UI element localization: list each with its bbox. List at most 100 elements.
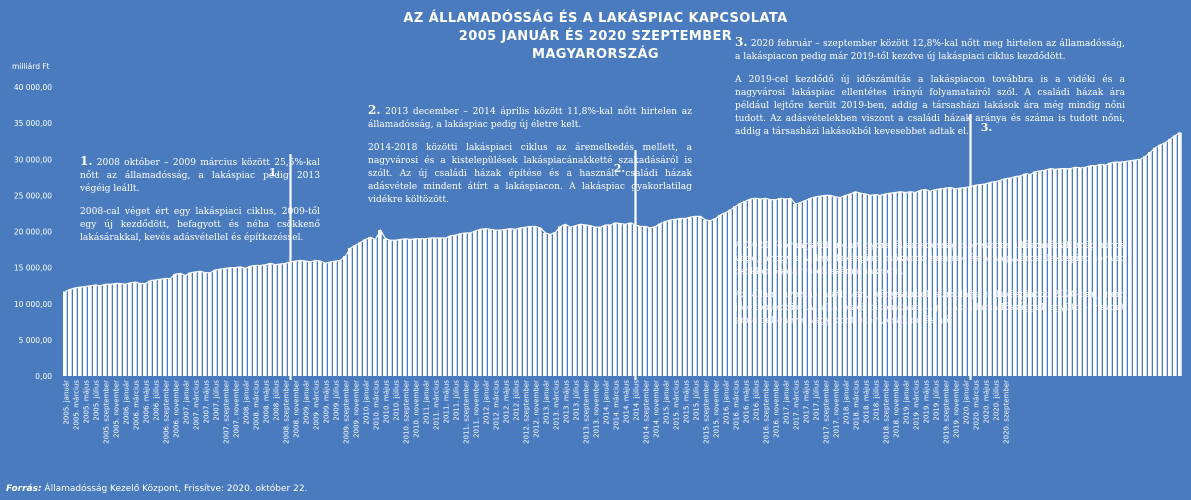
bar (348, 248, 352, 376)
y-axis-unit-label: milliárd Ft (12, 62, 50, 71)
x-tick-label: 2005. május (83, 380, 91, 424)
bar (1038, 170, 1042, 376)
bar (493, 230, 497, 376)
bar (383, 238, 387, 376)
bar (638, 226, 642, 376)
bar (343, 256, 347, 376)
bar (443, 238, 447, 376)
bar (653, 226, 657, 376)
bar (508, 228, 512, 376)
bar (398, 239, 402, 376)
bar (453, 235, 457, 376)
bar (113, 283, 117, 376)
bar (563, 224, 567, 376)
x-tick-label: 2005. január (63, 380, 71, 425)
bar (813, 196, 817, 376)
y-tick-label: 5 000,00 (19, 336, 53, 345)
y-tick-label: 30 000,00 (14, 155, 52, 164)
x-tick-label: 2013. szeptember (583, 380, 591, 444)
x-tick-label: 2012. május (503, 380, 511, 424)
bar (958, 188, 962, 376)
bar (258, 265, 262, 376)
bar (193, 271, 197, 376)
bar (73, 287, 77, 376)
bar (583, 225, 587, 376)
bar (98, 285, 102, 376)
bar (463, 232, 467, 376)
bar (138, 283, 142, 376)
bar (1058, 168, 1062, 376)
bar (578, 224, 582, 376)
bar (1143, 156, 1147, 376)
bar (953, 188, 957, 376)
x-tick-label: 2008. november (293, 380, 301, 438)
x-tick-label: 2011. szeptember (463, 380, 471, 444)
annotation-1-detail: 2008-cal véget ért egy lakáspiaci ciklus… (80, 207, 320, 243)
bar (1018, 175, 1022, 376)
bar (278, 264, 282, 376)
bar (628, 222, 632, 376)
x-tick-label: 2016. január (723, 380, 731, 425)
chart-title-line3: MAGYARORSZÁG (531, 47, 659, 62)
x-tick-label: 2011. március (433, 380, 441, 430)
bar (1103, 165, 1107, 376)
bar (483, 228, 487, 376)
bar (468, 232, 472, 376)
bar (623, 224, 627, 376)
x-tick-label: 2017. november (833, 380, 841, 438)
bar (498, 230, 502, 376)
x-tick-label: 2015. július (693, 380, 701, 421)
bar (328, 261, 332, 376)
bar (733, 206, 737, 376)
bar (948, 187, 952, 376)
bar (1073, 167, 1077, 376)
bar (993, 181, 997, 376)
bar (128, 282, 132, 376)
bar (403, 238, 407, 376)
bar (423, 238, 427, 376)
bar (798, 202, 802, 376)
bar (908, 191, 912, 376)
annotation-1-number: 1. (80, 154, 93, 168)
bar (333, 261, 337, 376)
bar (318, 261, 322, 376)
bar (408, 239, 412, 376)
x-tick-label: 2005. szeptember (103, 380, 111, 444)
bar (808, 198, 812, 376)
x-tick-label: 2005. július (93, 380, 101, 421)
x-tick-label: 2013. november (593, 380, 601, 438)
bar (323, 263, 327, 376)
x-tick-label: 2019. május (923, 380, 931, 424)
x-tick-label: 2015. január (663, 380, 671, 425)
x-tick-label: 2018. május (863, 380, 871, 424)
y-tick-label: 40 000,00 (14, 83, 52, 92)
bar (203, 272, 207, 376)
x-tick-label: 2009. január (303, 380, 311, 425)
x-tick-label: 2012. július (513, 380, 521, 421)
bar (223, 268, 227, 376)
bar (268, 263, 272, 376)
y-tick-label: 10 000,00 (14, 300, 52, 309)
x-tick-label: 2014. szeptember (643, 380, 651, 444)
bar (78, 287, 82, 376)
x-tick-label: 2018. szeptember (883, 380, 891, 444)
bar (533, 226, 537, 376)
bar (308, 261, 312, 376)
x-tick-label: 2020. január (963, 380, 971, 425)
bar (738, 203, 742, 376)
x-tick-label: 2011. július (453, 380, 461, 421)
x-tick-label: 2010. november (413, 380, 421, 438)
x-tick-label: 2014. november (653, 380, 661, 438)
bar (568, 227, 572, 376)
x-tick-label: 2006. május (143, 380, 151, 424)
x-tick-label: 2009. szeptember (343, 380, 351, 444)
x-tick-label: 2016. július (753, 380, 761, 421)
x-tick-label: 2016. március (733, 380, 741, 430)
x-tick-label: 2019. november (953, 380, 961, 438)
bar (903, 192, 907, 376)
bar (1053, 169, 1057, 376)
bar (458, 233, 462, 376)
bar (188, 272, 192, 376)
bar (293, 261, 297, 376)
